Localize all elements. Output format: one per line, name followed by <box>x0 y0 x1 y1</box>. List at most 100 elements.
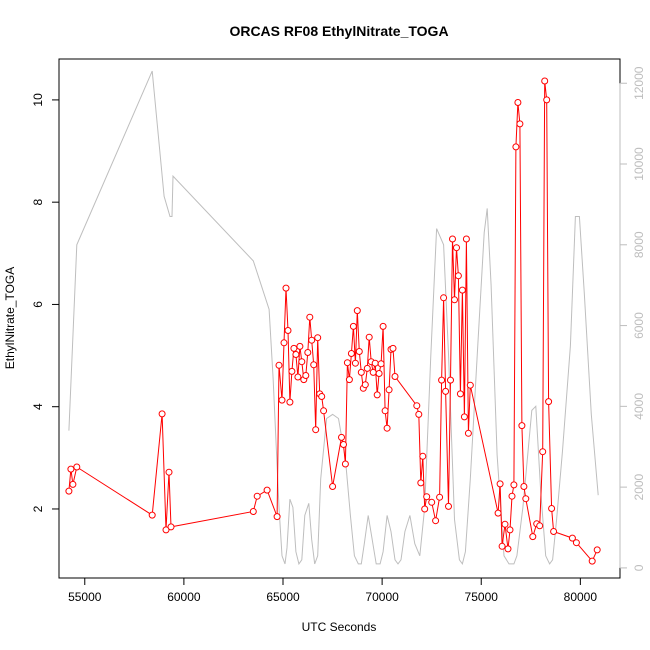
data-point <box>263 486 271 494</box>
y2-tick-label: 0 <box>632 564 646 571</box>
data-point <box>302 372 310 379</box>
data-point <box>506 526 514 534</box>
y-tick-label: 10 <box>31 93 45 107</box>
data-point <box>442 387 450 395</box>
y-axis-label: EthylNitrate_TOGA <box>3 267 17 369</box>
y-tick-label: 6 <box>31 301 45 308</box>
data-point <box>498 542 506 550</box>
data-point <box>353 307 361 315</box>
chart-title: ORCAS RF08 EthylNitrate_TOGA <box>229 23 448 39</box>
data-point <box>501 520 509 528</box>
data-point <box>314 334 322 342</box>
y2-tick-label: 12000 <box>632 66 646 100</box>
data-point <box>389 344 397 352</box>
data-point <box>536 522 544 530</box>
y2-tick-label: 2000 <box>632 473 646 500</box>
data-point <box>462 235 470 243</box>
data-point <box>383 424 391 432</box>
data-point <box>413 402 421 410</box>
x-tick-label: 70000 <box>365 590 399 604</box>
data-point <box>593 546 601 554</box>
data-point <box>436 493 444 501</box>
data-point <box>423 493 431 501</box>
data-point <box>296 342 304 350</box>
data-point <box>371 359 379 367</box>
data-point <box>351 359 359 367</box>
data-point <box>361 381 369 389</box>
x-tick-label: 65000 <box>266 590 300 604</box>
data-point <box>278 396 286 404</box>
data-point <box>298 358 306 366</box>
data-point <box>466 381 474 389</box>
x-axis-label: UTC Seconds <box>302 620 377 634</box>
data-point <box>451 296 458 304</box>
data-point <box>428 498 436 506</box>
data-point <box>165 468 173 476</box>
data-point <box>280 339 288 347</box>
data-point <box>347 350 355 357</box>
data-point <box>453 244 460 252</box>
data-point <box>73 463 81 471</box>
data-point <box>273 513 281 521</box>
data-point <box>460 413 468 421</box>
data-point <box>518 422 526 430</box>
y-tick-label: 4 <box>31 403 45 410</box>
data-point <box>282 284 290 292</box>
data-point <box>310 361 318 369</box>
y2-tick-label: 6000 <box>632 312 646 339</box>
data-point <box>349 322 357 330</box>
data-point <box>440 294 448 302</box>
data-point <box>275 361 283 369</box>
data-point <box>449 235 456 243</box>
data-point <box>340 441 347 448</box>
y-tick-label: 2 <box>31 505 45 512</box>
data-point <box>514 99 522 106</box>
data-point <box>447 376 454 384</box>
data-point <box>290 344 298 352</box>
y-tick-label: 8 <box>31 199 45 206</box>
data-point <box>363 364 371 372</box>
data-point <box>253 492 261 500</box>
data-point <box>588 557 596 565</box>
data-point <box>458 286 466 294</box>
data-point <box>432 517 440 525</box>
data-point <box>529 533 537 541</box>
x-tick-label: 75000 <box>465 590 499 604</box>
data-point <box>308 336 316 344</box>
data-point <box>445 502 452 510</box>
data-point <box>338 433 345 441</box>
data-point <box>167 523 175 531</box>
data-point <box>343 359 351 367</box>
y2-tick-label: 10000 <box>632 147 646 181</box>
data-point <box>373 391 381 399</box>
data-point <box>365 333 373 341</box>
data-point <box>522 495 530 503</box>
data-point <box>249 508 257 515</box>
data-point <box>541 77 549 85</box>
data-point <box>516 120 524 128</box>
data-point <box>419 452 427 460</box>
x-tick-label: 80000 <box>564 590 598 604</box>
data-point <box>320 407 328 415</box>
data-point <box>357 368 365 376</box>
data-point <box>545 398 553 406</box>
series-line-altitude <box>68 70 599 566</box>
data-point <box>369 368 377 376</box>
plot-frame <box>58 58 621 579</box>
data-point <box>494 509 502 517</box>
data-point <box>464 429 472 437</box>
data-point <box>148 511 156 519</box>
data-point <box>304 349 312 356</box>
data-point <box>415 410 423 418</box>
data-point <box>306 313 314 321</box>
data-point <box>294 373 302 381</box>
data-point <box>67 465 75 473</box>
x-tick-label: 55000 <box>68 590 102 604</box>
data-point <box>284 327 292 334</box>
data-point <box>548 505 556 512</box>
data-point <box>318 393 326 400</box>
data-point <box>520 483 528 490</box>
data-point <box>69 480 77 488</box>
data-point <box>286 398 294 406</box>
